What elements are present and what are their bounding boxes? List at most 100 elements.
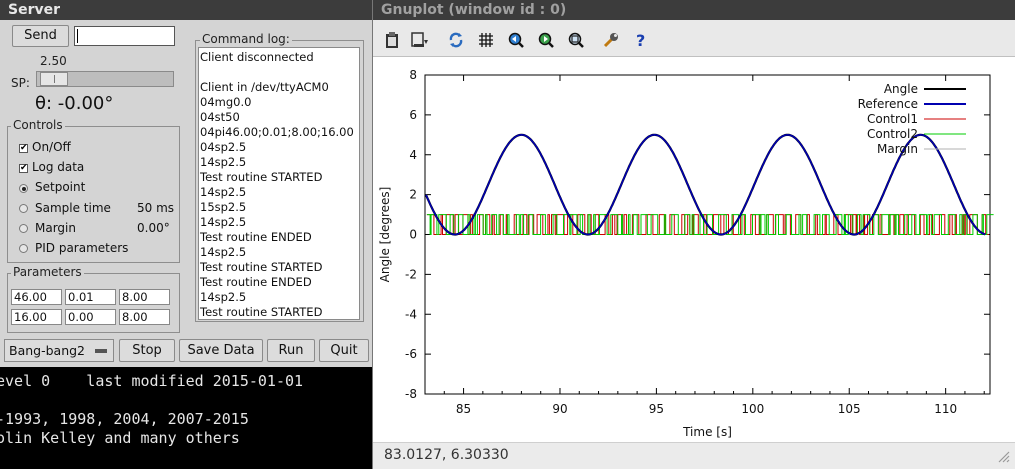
setpoint-value: 2.50 <box>40 54 67 68</box>
x-tick-label: 90 <box>552 402 567 416</box>
y-tick-label: -2 <box>405 267 417 281</box>
mode-select-value: Bang-bang2 <box>9 343 86 358</box>
reference-line <box>425 133 986 236</box>
log-line: 14sp2.5 <box>200 290 247 304</box>
server-window: Server Send 2.50 SP: θ: -0.00° Controls … <box>0 0 372 367</box>
log-line: Test routine STARTED <box>200 260 323 274</box>
y-tick-label: 6 <box>409 108 417 122</box>
stop-button[interactable]: Stop <box>119 339 175 362</box>
log-line: 14sp2.5 <box>200 215 247 229</box>
text-caret <box>77 29 78 43</box>
log-line: 14sp2.5 <box>200 245 247 259</box>
save-data-button[interactable]: Save Data <box>179 339 263 362</box>
x-tick-label: 85 <box>456 402 471 416</box>
log-line: 04pi46.00;0.01;8.00;16.00 <box>200 125 354 139</box>
log-line: 14sp2.5 <box>200 185 247 199</box>
margin-label: Margin <box>35 221 76 235</box>
sample-time-label: Sample time <box>35 201 111 215</box>
param-field[interactable]: 46.00 <box>11 289 62 305</box>
parameters-group <box>7 273 180 333</box>
export-icon[interactable] <box>411 31 429 49</box>
y-tick-label: 2 <box>409 188 417 202</box>
pid-label: PID parameters <box>35 241 129 255</box>
setpoint-slider[interactable] <box>36 71 174 87</box>
legend-label: Margin <box>877 142 918 156</box>
pid-radio[interactable] <box>19 244 28 253</box>
cursor-coordinates: 83.0127, 6.30330 <box>384 447 509 463</box>
zoom-next-icon[interactable] <box>537 31 555 49</box>
send-button[interactable]: Send <box>12 25 69 47</box>
y-tick-label: -8 <box>405 387 417 401</box>
replot-icon[interactable] <box>447 31 465 49</box>
param-field[interactable]: 16.00 <box>11 309 62 325</box>
sample-time-radio[interactable] <box>19 204 28 213</box>
margin-radio[interactable] <box>19 224 28 233</box>
legend-label: Control1 <box>867 112 918 126</box>
log-line: Client disconnected <box>200 50 314 64</box>
legend-label: Control2 <box>867 127 918 141</box>
log-line: Test routine STARTED <box>200 305 323 319</box>
unzoom-icon[interactable] <box>567 31 585 49</box>
server-title: Server <box>0 0 372 20</box>
param-field[interactable]: 8.00 <box>119 309 170 325</box>
log-line: Test routine ENDED <box>200 230 312 244</box>
command-log-list[interactable]: Client disconnected Client in /dev/ttyACM… <box>198 47 360 320</box>
log-line: 04sp2.5 <box>200 140 247 154</box>
x-axis-label: Time [s] <box>682 425 732 439</box>
terminal-line: olin Kelley and many others <box>0 429 240 447</box>
log-line: 04st50 <box>200 110 240 124</box>
y-tick-label: -6 <box>405 347 417 361</box>
legend-label: Reference <box>858 97 918 111</box>
y-tick-label: 8 <box>409 68 417 82</box>
zoom-previous-icon[interactable] <box>507 31 525 49</box>
run-button[interactable]: Run <box>267 339 315 362</box>
log-data-checkbox[interactable]: ✔ <box>19 163 28 173</box>
resize-grip-icon[interactable] <box>998 451 1010 463</box>
margin-value: 0.00° <box>137 221 170 235</box>
y-tick-label: 0 <box>409 228 417 242</box>
log-line: Test routine STARTED <box>200 170 323 184</box>
log-line: Client in /dev/ttyACM0 <box>200 80 329 94</box>
svg-text:?: ? <box>636 31 645 49</box>
chart-svg: 85 90 95 100 105 110 -8 -6 -4 -2 0 2 4 6 8 Time [s] Angl… <box>378 68 994 439</box>
command-log-title: Command log: <box>200 32 292 46</box>
on-off-label: On/Off <box>32 140 71 154</box>
send-input[interactable] <box>74 26 175 46</box>
help-icon[interactable]: ? <box>632 31 650 49</box>
plot-canvas[interactable]: 85 90 95 100 105 110 -8 -6 -4 -2 0 2 4 6 8 Time [s] Angl… <box>373 57 1015 442</box>
gnuplot-title: Gnuplot (window id : 0) <box>373 0 1015 20</box>
param-field[interactable]: 8.00 <box>119 289 170 305</box>
controls-title: Controls <box>11 118 65 132</box>
param-field[interactable]: 0.00 <box>65 309 116 325</box>
x-tick-label: 100 <box>741 402 764 416</box>
settings-icon[interactable] <box>602 31 620 49</box>
log-line: Test routine ENDED <box>200 275 312 289</box>
terminal-line: evel 0 last modified 2015-01-01 <box>0 372 304 390</box>
parameters-title: Parameters <box>11 265 84 279</box>
on-off-checkbox[interactable]: ✔ <box>19 143 28 153</box>
mode-select[interactable]: Bang-bang2 <box>4 339 114 362</box>
log-line: 04mg0.0 <box>200 95 252 109</box>
terminal-window[interactable]: evel 0 last modified 2015-01-01 -1993, 1… <box>0 367 372 469</box>
x-tick-label: 95 <box>649 402 664 416</box>
clipboard-icon[interactable] <box>383 31 401 49</box>
log-line: 14sp2.5 <box>200 155 247 169</box>
y-tick-label: 4 <box>409 148 417 162</box>
terminal-line: -1993, 1998, 2004, 2007-2015 <box>0 410 249 428</box>
log-data-label: Log data <box>32 160 85 174</box>
dropdown-indicator-icon <box>95 349 107 353</box>
log-line: 15sp2.5 <box>200 200 247 214</box>
y-tick-label: -4 <box>405 307 417 321</box>
gnuplot-window: Gnuplot (window id : 0) ? 85 90 95 1 <box>372 0 1015 469</box>
setpoint-label: SP: <box>11 76 30 90</box>
quit-button[interactable]: Quit <box>319 339 369 362</box>
setpoint-radio[interactable] <box>19 184 28 193</box>
legend-label: Angle <box>884 82 918 96</box>
grid-icon[interactable] <box>477 31 495 49</box>
status-bar: 83.0127, 6.30330 <box>373 442 1015 469</box>
gnuplot-toolbar: ? <box>373 20 1015 57</box>
x-tick-label: 105 <box>838 402 861 416</box>
controls-group <box>7 126 180 263</box>
slider-thumb[interactable] <box>40 72 68 86</box>
param-field[interactable]: 0.01 <box>65 289 116 305</box>
